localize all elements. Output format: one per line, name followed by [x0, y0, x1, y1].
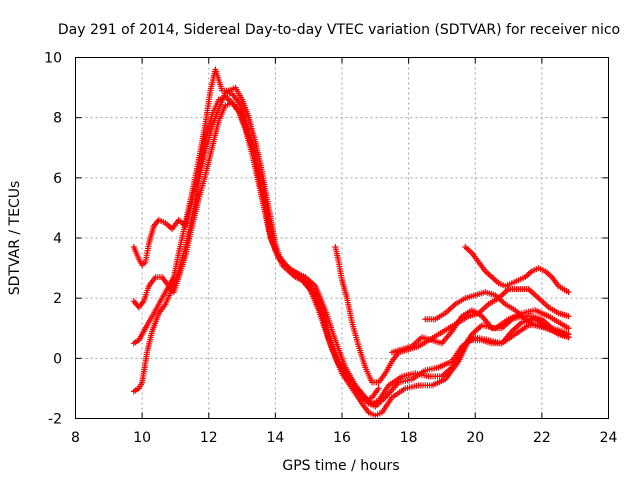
y-tick-label: 4 [53, 231, 62, 247]
y-tick-label: 2 [53, 291, 62, 307]
y-tick-label: 10 [44, 51, 62, 67]
x-tick-label: 10 [133, 430, 151, 446]
x-tick-label: 20 [466, 430, 484, 446]
y-tick-label: 0 [53, 351, 62, 367]
series-track-6 [388, 307, 572, 356]
series-track-4 [130, 90, 382, 404]
series-track-7 [422, 289, 572, 338]
axis-ticks [75, 57, 609, 419]
chart-title: Day 291 of 2014, Sidereal Day-to-day VTE… [58, 22, 620, 38]
grid-lines [75, 57, 609, 419]
data-point [375, 385, 382, 392]
y-tick-labels: -2 0 2 4 6 8 10 [44, 51, 62, 428]
series-track-5 [332, 244, 572, 386]
x-tick-label: 14 [266, 430, 284, 446]
y-axis-label: SDTVAR / TECUs [7, 181, 23, 296]
data-point [565, 331, 572, 338]
x-tick-label: 24 [600, 430, 618, 446]
y-tick-label: 6 [53, 171, 62, 187]
x-axis-label: GPS time / hours [282, 458, 399, 474]
x-tick-label: 12 [200, 430, 218, 446]
y-tick-label: 8 [53, 111, 62, 127]
y-tick-label: -2 [48, 412, 62, 428]
x-tick-label: 22 [533, 430, 551, 446]
x-tick-label: 8 [71, 430, 80, 446]
x-tick-label: 18 [400, 430, 418, 446]
data-points [130, 66, 572, 419]
x-tick-label: 16 [333, 430, 351, 446]
x-tick-labels: 8 10 12 14 16 18 20 22 24 [71, 430, 617, 446]
data-point [565, 313, 572, 320]
data-point [565, 325, 572, 332]
series-track-2 [130, 99, 572, 419]
data-point [565, 289, 572, 296]
series-track-1 [130, 93, 572, 407]
series-track-8 [462, 244, 572, 296]
